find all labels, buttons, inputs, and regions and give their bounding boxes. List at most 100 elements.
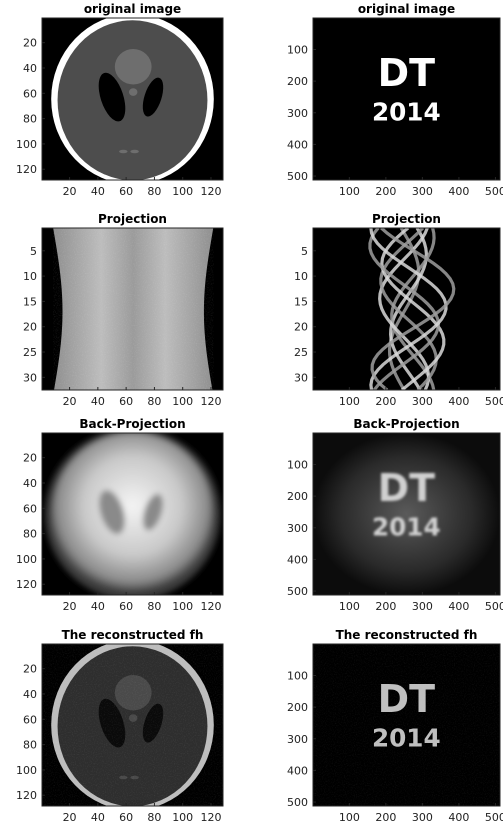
x-tick-label: 20	[63, 185, 77, 198]
backprojection-right-ventricle	[143, 493, 163, 531]
subplot-title: The reconstructed fh	[62, 628, 204, 642]
subplot-title: original image	[84, 2, 181, 16]
axes-frame	[41, 227, 224, 391]
y-tick-label: 40	[23, 688, 37, 701]
y-tick-label: 20	[23, 321, 37, 334]
y-tick-label: 300	[287, 107, 308, 120]
y-tick-label: 400	[287, 553, 308, 566]
x-tick-label: 120	[200, 395, 221, 408]
x-tick-label: 500	[485, 395, 503, 408]
x-tick-label: 400	[448, 811, 469, 824]
y-tick-label: 500	[287, 585, 308, 598]
axes-frame	[312, 432, 501, 596]
x-tick-label: 300	[412, 811, 433, 824]
axes-frame	[41, 432, 224, 596]
y-tick-label: 100	[16, 553, 37, 566]
sinogram-trace	[380, 228, 446, 390]
image-text-line: DT	[378, 466, 436, 510]
y-tick-label: 100	[287, 669, 308, 682]
image-area	[42, 228, 223, 390]
x-tick-label: 200	[375, 185, 396, 198]
reconstruction-noise	[313, 644, 500, 806]
phantom-center-dot	[128, 88, 138, 96]
y-tick-label: 40	[23, 62, 37, 75]
y-tick-label: 25	[23, 346, 37, 359]
axes-frame	[41, 643, 224, 807]
y-tick-label: 5	[301, 245, 308, 258]
x-tick-label: 120	[200, 600, 221, 613]
x-tick-label: 100	[172, 395, 193, 408]
subplot-title: original image	[358, 2, 455, 16]
backprojection-body	[51, 433, 214, 595]
x-tick-label: 500	[485, 811, 503, 824]
subplot: original image 20 40 60 80 100 120 20 40 60 80 100 1…	[16, 2, 224, 198]
x-tick-label: 60	[119, 600, 133, 613]
subplot: DT 2014 Back-Projection 100 200 300 400 500 100 2…	[287, 417, 503, 613]
y-tick-label: 20	[23, 452, 37, 465]
x-tick-label: 80	[147, 185, 161, 198]
x-tick-label: 100	[172, 811, 193, 824]
image-area	[42, 18, 223, 180]
x-tick-label: 100	[339, 811, 360, 824]
image-area: DT 2014	[313, 433, 500, 595]
y-tick-label: 400	[287, 764, 308, 777]
x-tick-label: 20	[63, 395, 77, 408]
x-tick-label: 300	[412, 185, 433, 198]
x-tick-label: 20	[63, 600, 77, 613]
subplot: Back-Projection 20 40 60 80 100 120 20 40 60 80 100…	[16, 417, 224, 613]
y-tick-label: 120	[16, 163, 37, 176]
y-tick-label: 300	[287, 522, 308, 535]
backprojection-halo	[313, 433, 500, 595]
x-tick-label: 20	[63, 811, 77, 824]
x-tick-label: 500	[485, 185, 503, 198]
y-tick-label: 100	[16, 138, 37, 151]
sinogram-trace	[369, 228, 448, 390]
sinogram-trace	[379, 228, 438, 390]
subplot: DT 2014 original image 100 200 300 400 500 100 20…	[287, 2, 503, 198]
phantom-lower-dot	[130, 149, 139, 154]
y-tick-label: 60	[23, 87, 37, 100]
x-tick-label: 300	[412, 395, 433, 408]
x-tick-label: 200	[375, 395, 396, 408]
sinogram-trace	[387, 228, 421, 390]
x-tick-label: 100	[339, 185, 360, 198]
y-tick-label: 300	[287, 733, 308, 746]
x-tick-label: 100	[172, 185, 193, 198]
x-tick-label: 40	[91, 395, 105, 408]
y-tick-label: 20	[294, 321, 308, 334]
x-tick-label: 100	[339, 600, 360, 613]
image-background	[313, 18, 500, 180]
y-tick-label: 60	[23, 502, 37, 515]
y-tick-label: 100	[287, 43, 308, 56]
image-area	[42, 433, 223, 595]
y-tick-label: 25	[294, 346, 308, 359]
y-tick-label: 120	[16, 578, 37, 591]
x-tick-label: 200	[375, 600, 396, 613]
x-tick-label: 80	[147, 811, 161, 824]
x-tick-label: 40	[91, 811, 105, 824]
subplot: Projection 20 40 60 80 100 120 5 10 15 20 25 30	[23, 212, 224, 408]
y-tick-label: 30	[23, 371, 37, 384]
phantom-upper-blob	[114, 49, 152, 85]
axes-frame	[312, 227, 501, 391]
x-tick-label: 40	[91, 600, 105, 613]
y-tick-label: 5	[30, 245, 37, 258]
y-tick-label: 30	[294, 371, 308, 384]
image-text-line: 2014	[372, 513, 441, 542]
x-tick-label: 80	[147, 395, 161, 408]
axes-frame	[312, 17, 501, 181]
y-tick-label: 120	[16, 789, 37, 802]
y-tick-label: 400	[287, 138, 308, 151]
y-tick-label: 80	[23, 528, 37, 541]
image-text-line: DT	[378, 51, 436, 95]
subplot: The reconstructed fh 20 40 60 80 100 120 20 40 60…	[16, 628, 224, 824]
phantom-left-ventricle	[98, 72, 126, 122]
subplot-title: Projection	[98, 212, 167, 226]
x-tick-label: 40	[91, 185, 105, 198]
x-tick-label: 100	[339, 395, 360, 408]
x-tick-label: 100	[172, 600, 193, 613]
x-tick-label: 300	[412, 600, 433, 613]
